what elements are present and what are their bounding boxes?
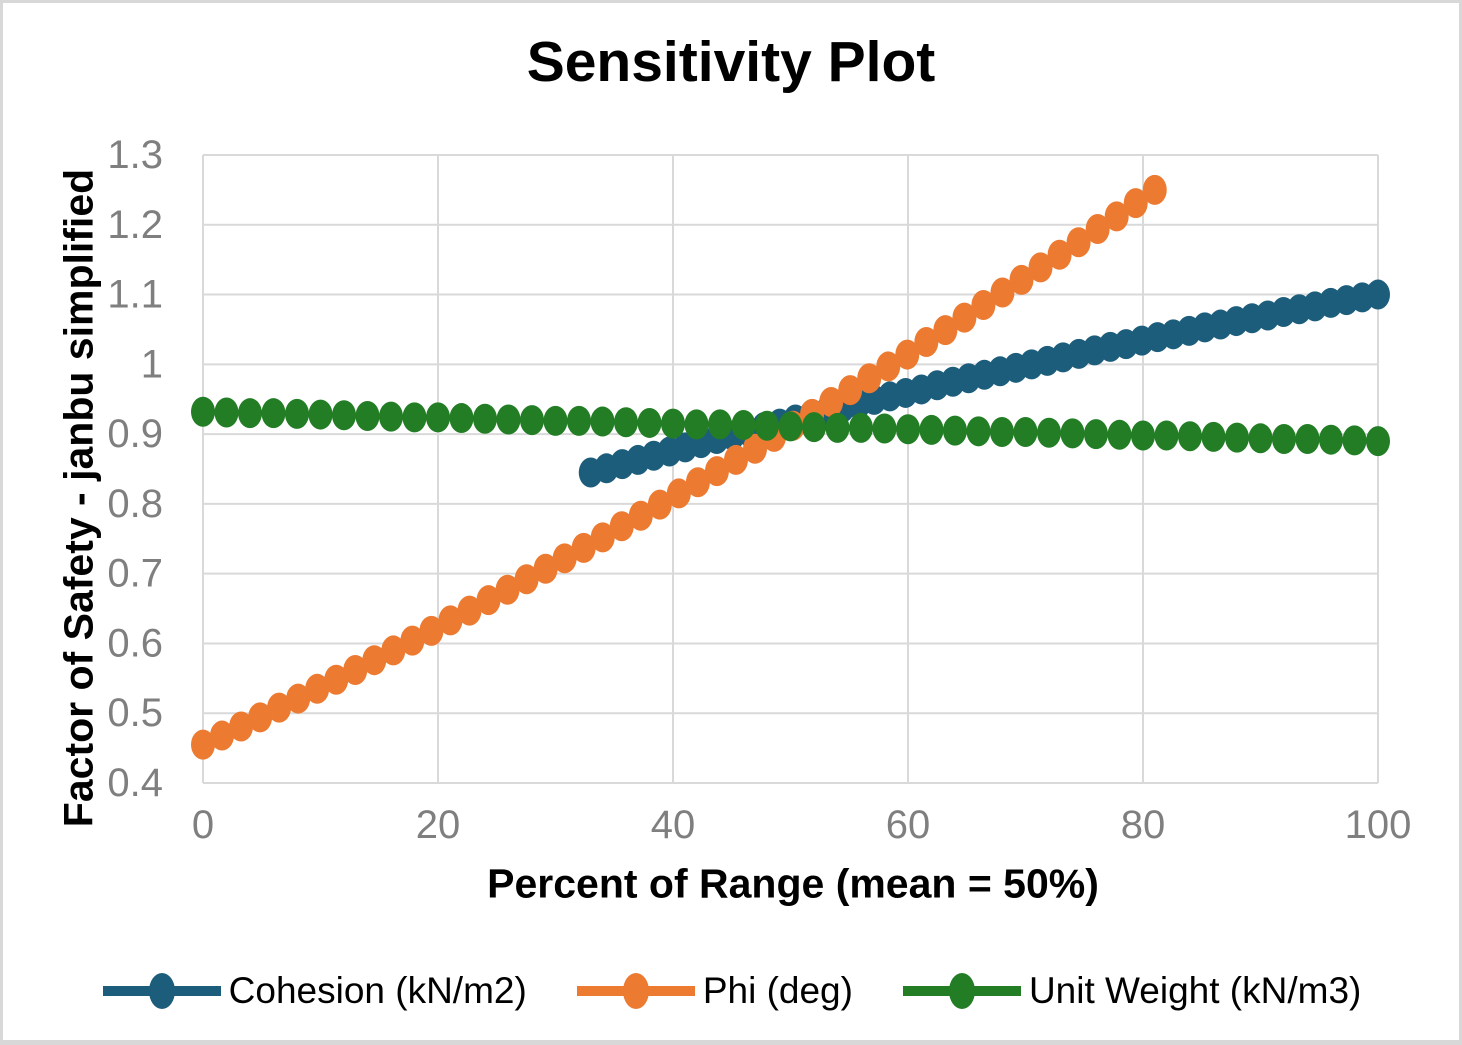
- svg-text:0: 0: [192, 803, 214, 847]
- svg-text:1.3: 1.3: [107, 133, 163, 177]
- legend-label: Cohesion (kN/m2): [228, 970, 527, 1011]
- svg-text:1.1: 1.1: [107, 273, 163, 317]
- chart-title: Sensitivity Plot: [526, 30, 936, 94]
- svg-text:0.5: 0.5: [107, 691, 163, 735]
- svg-text:100: 100: [1345, 803, 1412, 847]
- line-dot-marker-icon: [102, 973, 221, 1009]
- svg-text:0.8: 0.8: [107, 482, 163, 526]
- svg-text:0.4: 0.4: [107, 761, 163, 805]
- line-dot-marker-icon: [576, 973, 695, 1009]
- legend-item-unit-weight: Unit Weight (kN/m3): [901, 966, 1361, 1016]
- svg-text:1: 1: [141, 342, 163, 386]
- svg-text:60: 60: [886, 803, 931, 847]
- svg-text:80: 80: [1121, 803, 1166, 847]
- svg-text:0.6: 0.6: [107, 621, 163, 665]
- svg-text:1.2: 1.2: [107, 203, 163, 247]
- legend-item-phi: Phi (deg): [575, 966, 853, 1016]
- series-1: [191, 174, 1167, 760]
- legend: Cohesion (kN/m2) Phi (deg) Unit Weight (…: [3, 961, 1459, 1021]
- svg-text:0.9: 0.9: [107, 412, 163, 456]
- svg-text:0.7: 0.7: [107, 552, 163, 596]
- legend-label: Unit Weight (kN/m3): [1028, 970, 1362, 1011]
- line-dot-marker-icon: [902, 973, 1021, 1009]
- plot-area: 0.4 0.5 0.6 0.7 0.8 0.9 1 1.1 1.2 1.3 0 20 40 60 80 100: [107, 133, 1411, 847]
- tick-labels: 0.4 0.5 0.6 0.7 0.8 0.9 1 1.1 1.2 1.3 0 20 40 60 80 100: [107, 133, 1411, 847]
- gridlines: [202, 154, 1379, 784]
- svg-text:40: 40: [651, 803, 696, 847]
- svg-text:20: 20: [416, 803, 461, 847]
- legend-item-cohesion: Cohesion (kN/m2): [101, 966, 527, 1016]
- x-axis-title: Percent of Range (mean = 50%): [487, 860, 1099, 907]
- series-2: [191, 396, 1390, 457]
- legend-label: Phi (deg): [702, 970, 853, 1011]
